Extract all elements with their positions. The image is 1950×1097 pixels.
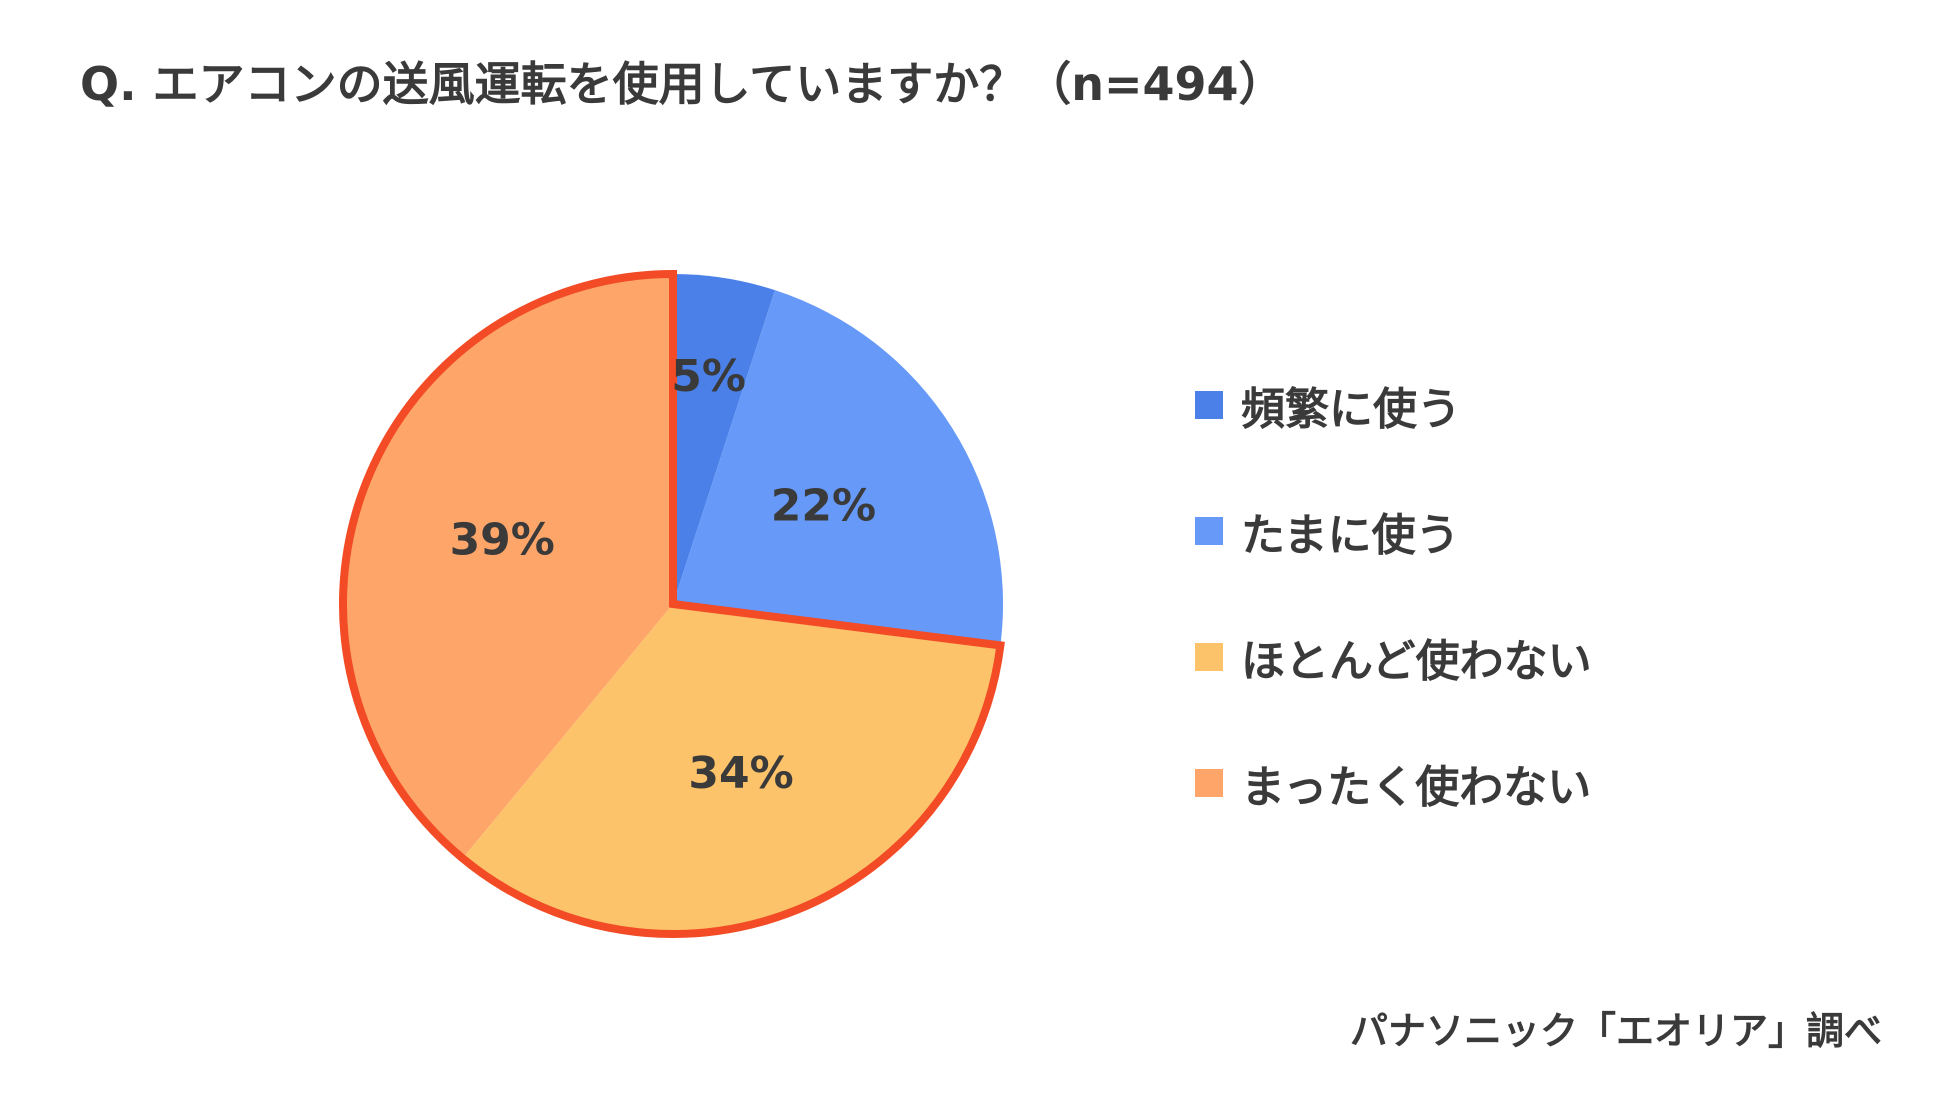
pie-slice-sometimes: [673, 290, 1003, 646]
pie-label-rarely: 34%: [688, 748, 793, 799]
pie-label-sometimes: 22%: [771, 481, 876, 532]
chart-title: Q. エアコンの送風運転を使用していますか？（n=494）: [80, 57, 1285, 111]
legend-swatch-frequent: [1195, 391, 1223, 419]
legend-label-rarely: ほとんど使わない: [1241, 636, 1592, 687]
legend-item-sometimes: たまに使う: [1195, 506, 1592, 561]
pie-slice-frequent: [673, 274, 775, 604]
legend: 頻繁に使う たまに使う ほとんど使わない まったく使わない: [1195, 380, 1592, 884]
legend-label-sometimes: たまに使う: [1241, 510, 1460, 561]
source-note: パナソニック「エオリア」調べ: [1349, 1009, 1882, 1053]
legend-swatch-sometimes: [1195, 517, 1223, 545]
legend-item-never: まったく使わない: [1195, 758, 1592, 813]
pie-slice-rarely: [462, 604, 1001, 934]
legend-item-frequent: 頻繁に使う: [1195, 380, 1592, 435]
legend-swatch-never: [1195, 769, 1223, 797]
legend-label-never: まったく使わない: [1241, 762, 1592, 813]
highlight-outline: [339, 269, 1005, 938]
pie-label-frequent: 5%: [671, 351, 746, 402]
legend-item-rarely: ほとんど使わない: [1195, 632, 1592, 687]
pie-slice-never: [343, 274, 673, 859]
legend-label-frequent: 頻繁に使う: [1241, 384, 1461, 435]
legend-swatch-rarely: [1195, 643, 1223, 671]
pie-label-never: 39%: [450, 515, 555, 566]
